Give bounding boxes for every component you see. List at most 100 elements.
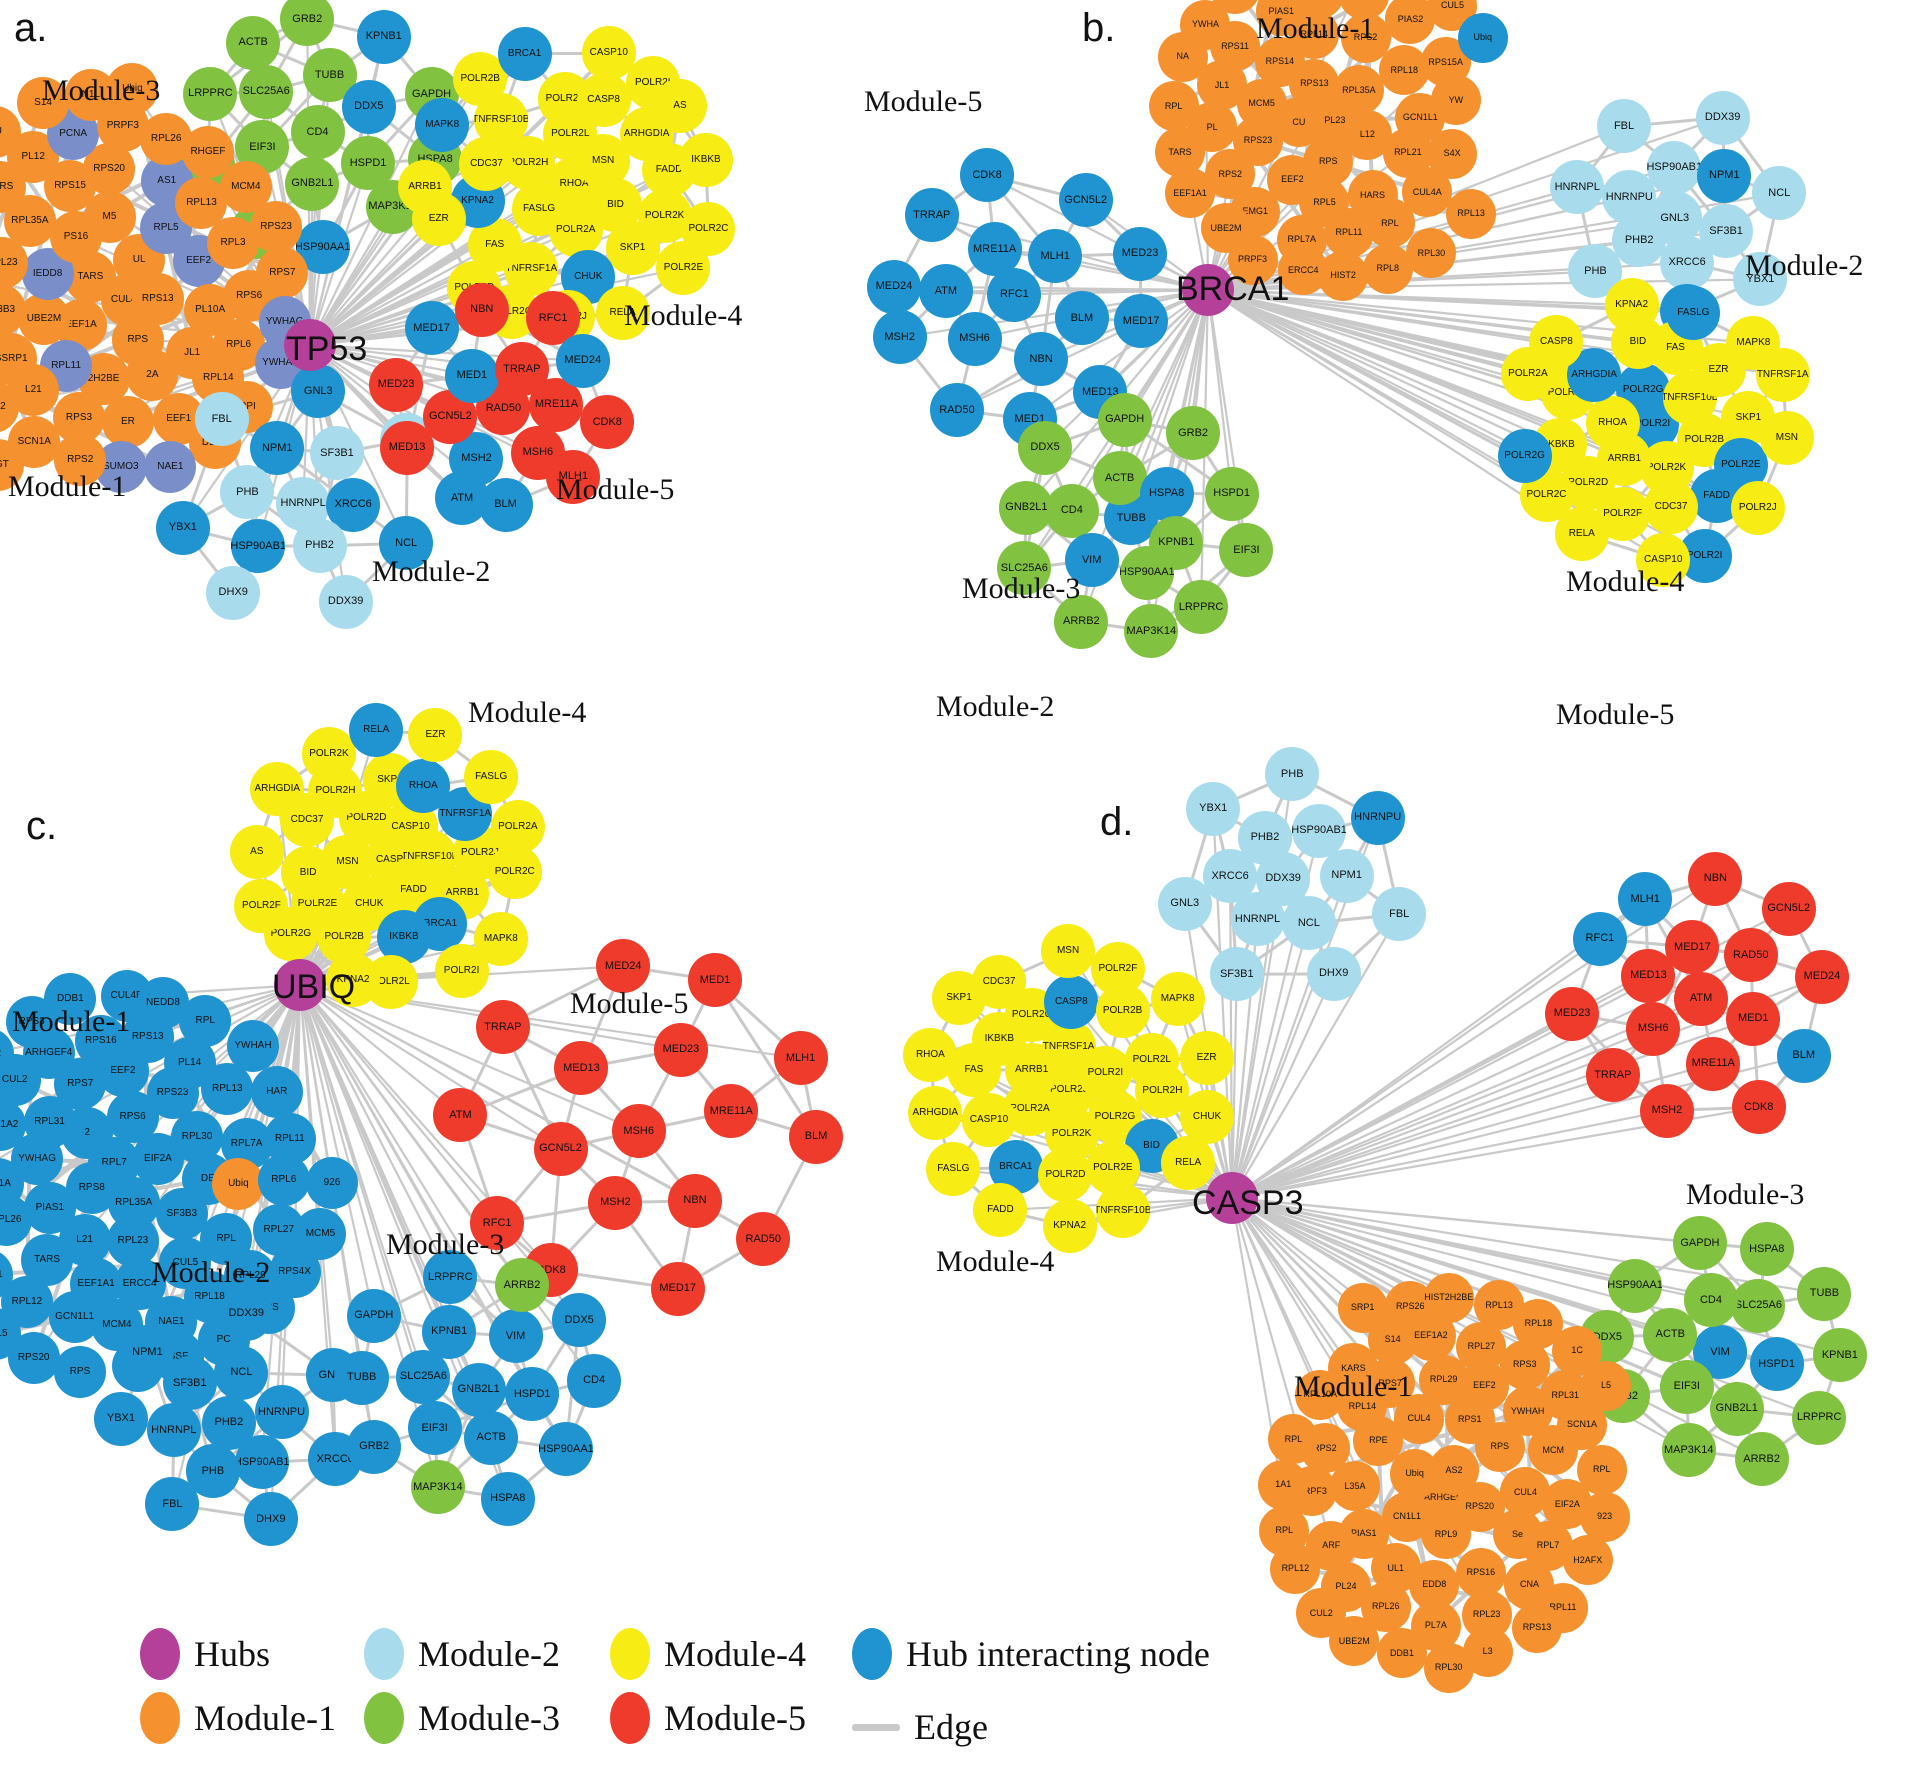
node-ube2m[interactable]: UBE2M: [17, 293, 70, 346]
node-tubb[interactable]: TUBB: [1797, 1266, 1852, 1321]
node-trrap[interactable]: TRRAP: [1585, 1048, 1640, 1103]
node-mgt[interactable]: MGT: [0, 439, 24, 492]
node-rps13[interactable]: RPS13: [1511, 1602, 1562, 1653]
node-polr2i[interactable]: POLR2I: [434, 943, 489, 998]
node-grb2[interactable]: GRB2: [1166, 406, 1221, 461]
node-vim[interactable]: VIM: [488, 1309, 543, 1364]
node-ybx1[interactable]: YBX1: [93, 1391, 148, 1446]
node-rps16[interactable]: RPS16: [74, 1014, 127, 1067]
node-nbn[interactable]: NBN: [454, 282, 509, 337]
node-casp10[interactable]: CASP10: [1636, 532, 1691, 587]
node-rela[interactable]: RELA: [349, 702, 404, 757]
node-phb2[interactable]: PHB2: [1237, 810, 1292, 865]
node-actb[interactable]: ACTB: [226, 15, 281, 70]
node-ikbkb[interactable]: IKBKB: [376, 909, 431, 964]
node-slc25a6[interactable]: SLC25A6: [239, 64, 294, 119]
node-fbl[interactable]: FBL: [194, 392, 249, 447]
node-polr2e[interactable]: POLR2E: [656, 241, 711, 296]
node-xrcc6[interactable]: XRCC6: [1660, 235, 1715, 290]
node-cdk8[interactable]: CDK8: [1731, 1080, 1786, 1135]
node-mlh1[interactable]: MLH1: [546, 449, 601, 504]
node-arrb2[interactable]: ARRB2: [1734, 1432, 1789, 1487]
node-cdk8[interactable]: CDK8: [580, 395, 635, 450]
node-ddx5[interactable]: DDX5: [1018, 420, 1073, 475]
node-hsp90aa1[interactable]: HSP90AA1: [1119, 545, 1174, 600]
node-grb2[interactable]: GRB2: [347, 1419, 402, 1474]
node-m5[interactable]: M5: [83, 191, 136, 244]
node-rpl30[interactable]: RPL30: [1406, 228, 1457, 279]
node-rpl[interactable]: RPL: [179, 995, 232, 1048]
node-npm1[interactable]: NPM1: [1697, 148, 1752, 203]
node-rpl18[interactable]: RPL18: [1379, 45, 1430, 96]
node-as2[interactable]: AS2: [1429, 1445, 1480, 1496]
node-nbn[interactable]: NBN: [668, 1173, 722, 1228]
node-hist2h2be[interactable]: HIST2H2BE: [1423, 1272, 1474, 1323]
node-rps13[interactable]: RPS13: [131, 273, 184, 326]
node-gcn5l2[interactable]: GCN5L2: [533, 1121, 588, 1176]
node-slc25a6[interactable]: SLC25A6: [997, 541, 1052, 596]
node-srp1[interactable]: SRP1: [1337, 1282, 1388, 1333]
node-rpl[interactable]: RPL: [1364, 198, 1415, 249]
node-mlh1[interactable]: MLH1: [773, 1031, 828, 1086]
node-polr2d[interactable]: POLR2D: [1038, 1147, 1093, 1202]
node-actb[interactable]: ACTB: [464, 1410, 519, 1465]
node-rpl6[interactable]: RPL6: [257, 1153, 310, 1206]
node-med13[interactable]: MED13: [380, 420, 435, 475]
node-cd4[interactable]: CD4: [1683, 1273, 1738, 1328]
node-lrpprc[interactable]: LRPPRC: [183, 66, 238, 121]
node-atm[interactable]: ATM: [1674, 971, 1729, 1026]
node-arrb1[interactable]: ARRB1: [398, 160, 453, 215]
node-lrpprc[interactable]: LRPPRC: [423, 1250, 478, 1305]
node-brca1[interactable]: BRCA1: [497, 26, 552, 81]
node-hsp90ab1[interactable]: HSP90AB1: [231, 519, 286, 574]
node-hnrnpl[interactable]: HNRNPL: [1550, 160, 1605, 215]
node-rpl2[interactable]: RPL2: [0, 380, 20, 433]
node-ddb1[interactable]: DDB1: [1376, 1628, 1427, 1678]
node-cu[interactable]: CU: [0, 105, 21, 158]
node-polr2f[interactable]: POLR2F: [1090, 941, 1145, 996]
node-sf3b1[interactable]: SF3B1: [1209, 947, 1264, 1002]
node-med17[interactable]: MED17: [1114, 294, 1169, 349]
node-gcn5l2[interactable]: GCN5L2: [1761, 881, 1816, 936]
node-ezr[interactable]: EZR: [408, 708, 463, 763]
node-msh2[interactable]: MSH2: [872, 310, 927, 365]
node-skp1[interactable]: SKP1: [605, 221, 660, 276]
node-med23[interactable]: MED23: [1545, 986, 1600, 1041]
node-casp10[interactable]: CASP10: [581, 26, 636, 81]
node-ubiq[interactable]: Ubiq: [106, 62, 159, 115]
node-mapk8[interactable]: MAPK8: [415, 97, 470, 152]
node-rpl35a[interactable]: RPL35A: [1333, 65, 1384, 116]
node-hsp90ab1[interactable]: HSP90AB1: [1647, 140, 1702, 195]
node-ywhah[interactable]: YWHAH: [226, 1019, 279, 1072]
node-atm[interactable]: ATM: [433, 1088, 488, 1143]
node-casp8[interactable]: CASP8: [1044, 975, 1099, 1030]
node-2a[interactable]: 2A: [126, 348, 179, 401]
node-msh2[interactable]: MSH2: [588, 1175, 643, 1230]
node-med13[interactable]: MED13: [554, 1041, 609, 1096]
node-sf3b3[interactable]: SF3B3: [155, 1187, 208, 1240]
node-eif3i[interactable]: EIF3I: [407, 1401, 462, 1456]
node-rpl23[interactable]: RPL23: [106, 1214, 159, 1267]
node-cul2[interactable]: CUL2: [1296, 1588, 1347, 1639]
node-rpl13[interactable]: RPL13: [201, 1062, 254, 1115]
node-lrpprc[interactable]: LRPPRC: [1792, 1390, 1847, 1445]
node-pias2[interactable]: PIAS2: [1385, 0, 1436, 45]
node-scn1a[interactable]: SCN1A: [8, 415, 61, 468]
node-dhx9[interactable]: DHX9: [206, 565, 261, 620]
node-ncl[interactable]: NCL: [379, 516, 434, 571]
node-gcn5l2[interactable]: GCN5L2: [1058, 173, 1113, 228]
node-nae1[interactable]: NAE1: [144, 441, 197, 494]
node-hspd1[interactable]: HSPD1: [505, 1367, 560, 1422]
node-rpl8[interactable]: RPL8: [1362, 243, 1413, 294]
node-cd4[interactable]: CD4: [567, 1353, 622, 1408]
node-ddx5[interactable]: DDX5: [552, 1293, 607, 1348]
node-cd4[interactable]: CD4: [290, 105, 345, 160]
node-polr2f[interactable]: POLR2F: [234, 878, 289, 933]
node-rad50[interactable]: RAD50: [736, 1212, 791, 1267]
node-polr2a[interactable]: POLR2A: [490, 800, 545, 855]
node-atm[interactable]: ATM: [435, 471, 490, 526]
node-med23[interactable]: MED23: [369, 357, 424, 412]
node-rela[interactable]: RELA: [1161, 1136, 1216, 1191]
node-actb[interactable]: ACTB: [1092, 451, 1147, 506]
node-er[interactable]: ER: [101, 395, 154, 448]
